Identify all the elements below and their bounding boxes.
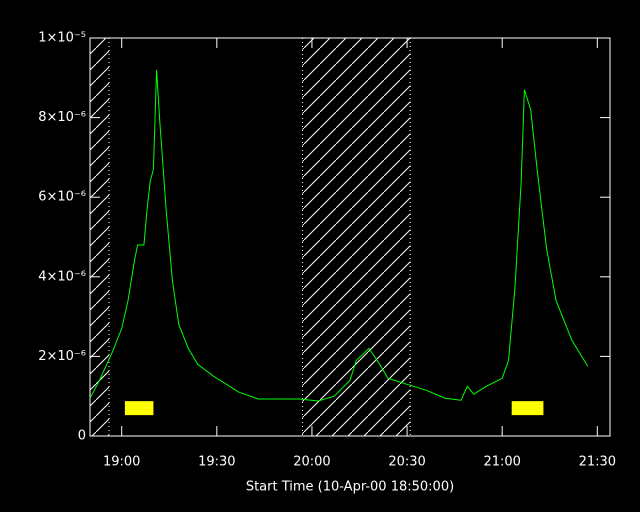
- y-tick-label: 6×10⁻⁶: [38, 190, 86, 205]
- y-tick-label: 8×10⁻⁶: [38, 110, 86, 125]
- shaded-interval: [302, 38, 411, 436]
- y-tick-label: 2×10⁻⁶: [38, 349, 86, 364]
- y-tick-label: 1×10⁻⁵: [38, 31, 86, 46]
- flare-marker: [511, 401, 544, 416]
- y-tick-label: 0: [78, 429, 86, 444]
- shaded-interval: [90, 38, 110, 436]
- x-tick-label: 19:30: [198, 455, 235, 470]
- x-tick-label: 20:30: [388, 455, 425, 470]
- x-axis-label: Start Time (10-Apr-00 18:50:00): [246, 480, 454, 495]
- light-curve: [89, 69, 589, 402]
- y-tick-label: 4×10⁻⁶: [38, 269, 86, 284]
- x-tick-label: 21:00: [483, 455, 520, 470]
- x-tick-label: 21:30: [579, 455, 616, 470]
- x-tick-label: 20:00: [293, 455, 330, 470]
- plot-frame: [89, 37, 611, 437]
- flare-marker: [124, 401, 154, 416]
- x-tick-label: 19:00: [103, 455, 140, 470]
